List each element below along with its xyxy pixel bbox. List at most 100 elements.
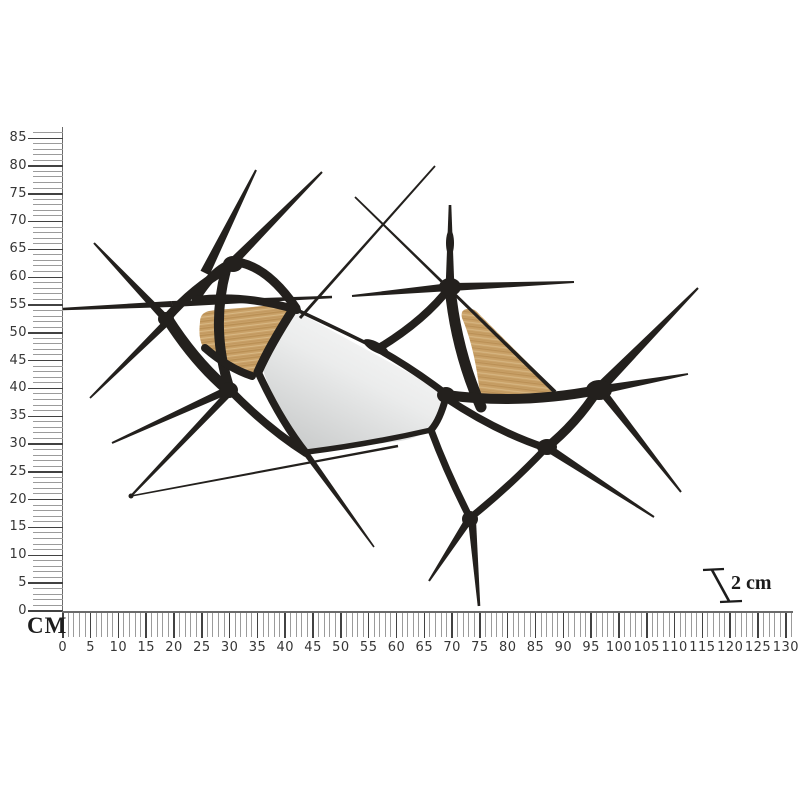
vertical-tick-label: 10 <box>9 547 27 563</box>
horizontal-tick <box>418 613 420 637</box>
vertical-tick <box>33 170 63 172</box>
horizontal-tick-label: 90 <box>554 640 573 655</box>
vertical-tick <box>33 287 63 289</box>
horizontal-tick <box>312 613 314 638</box>
horizontal-tick <box>173 613 175 638</box>
horizontal-tick <box>151 613 153 637</box>
horizontal-tick-label: 5 <box>86 640 95 655</box>
horizontal-tick <box>596 613 598 637</box>
vertical-tick <box>28 276 63 278</box>
horizontal-tick <box>273 613 275 637</box>
vertical-tick <box>33 476 63 478</box>
horizontal-tick <box>117 613 120 638</box>
vertical-tick <box>33 371 63 373</box>
horizontal-tick-label: 130 <box>772 640 800 655</box>
vertical-tick <box>33 398 63 400</box>
horizontal-tick <box>735 613 737 637</box>
horizontal-tick <box>496 613 498 637</box>
vertical-tick <box>33 588 63 590</box>
vertical-tick <box>33 232 63 234</box>
horizontal-tick <box>785 613 787 638</box>
horizontal-tick <box>379 613 381 637</box>
horizontal-tick <box>763 613 765 637</box>
depth-indicator: 2 cm <box>695 562 800 610</box>
vertical-tick <box>28 220 63 223</box>
vertical-tick-label: 75 <box>9 185 27 201</box>
horizontal-tick <box>223 613 225 637</box>
horizontal-tick-label: 30 <box>220 640 239 655</box>
horizontal-tick <box>357 613 359 637</box>
vertical-tick <box>33 376 63 378</box>
horizontal-tick-label: 0 <box>58 640 68 655</box>
horizontal-tick <box>201 613 203 638</box>
horizontal-tick-label: 15 <box>137 640 155 655</box>
horizontal-tick <box>724 613 726 637</box>
horizontal-tick <box>562 613 565 638</box>
vertical-tick <box>33 543 63 545</box>
vertical-tick-label: 20 <box>9 491 27 507</box>
horizontal-tick-label: 105 <box>633 640 660 655</box>
vertical-tick <box>28 554 63 557</box>
vertical-tick <box>28 610 63 612</box>
vertical-tick <box>33 131 63 133</box>
horizontal-tick <box>295 613 297 637</box>
horizontal-tick-label: 55 <box>359 640 378 655</box>
horizontal-tick <box>490 613 492 637</box>
horizontal-tick <box>557 613 559 637</box>
vertical-tick <box>33 549 63 551</box>
horizontal-tick <box>651 613 653 637</box>
vertical-tick <box>33 599 63 601</box>
horizontal-tick <box>774 613 776 637</box>
horizontal-tick <box>568 613 570 637</box>
vertical-tick <box>28 526 63 529</box>
horizontal-tick <box>129 613 131 637</box>
horizontal-tick-label: 120 <box>717 640 744 655</box>
horizontal-tick <box>318 613 320 637</box>
vertical-tick <box>33 265 63 267</box>
horizontal-tick <box>790 613 792 637</box>
vertical-tick <box>28 137 63 139</box>
vertical-tick <box>33 460 63 462</box>
horizontal-tick <box>362 613 364 637</box>
horizontal-tick-label: 20 <box>165 640 183 655</box>
vertical-tick <box>33 604 63 606</box>
horizontal-tick <box>390 613 392 637</box>
vertical-tick <box>33 437 63 439</box>
vertical-tick <box>33 254 63 256</box>
horizontal-tick-label: 60 <box>387 640 406 655</box>
horizontal-tick <box>707 613 709 637</box>
horizontal-tick-label: 110 <box>661 640 688 655</box>
vertical-tick-label: 30 <box>9 435 27 451</box>
horizontal-tick <box>574 613 575 637</box>
vertical-tick-label: 85 <box>9 130 27 146</box>
vertical-tick <box>33 309 63 311</box>
vertical-tick <box>28 471 63 473</box>
vertical-tick <box>33 560 63 562</box>
horizontal-tick <box>690 613 692 637</box>
vertical-tick <box>28 499 63 501</box>
horizontal-tick <box>62 613 64 638</box>
vertical-tick <box>28 332 63 334</box>
horizontal-tick <box>145 613 147 638</box>
horizontal-tick <box>479 613 481 638</box>
vertical-tick-label: 45 <box>9 352 27 368</box>
horizontal-tick-label: 75 <box>471 640 489 655</box>
horizontal-tick <box>140 613 142 637</box>
horizontal-tick <box>657 613 659 637</box>
horizontal-tick-label: 35 <box>248 640 267 655</box>
horizontal-tick <box>234 613 236 637</box>
vertical-tick <box>33 393 63 395</box>
horizontal-tick <box>429 613 431 637</box>
horizontal-tick <box>701 613 704 638</box>
vertical-tick <box>33 204 63 206</box>
horizontal-tick <box>351 613 353 637</box>
horizontal-tick <box>585 613 587 637</box>
horizontal-tick-label: 45 <box>304 640 322 655</box>
vertical-tick <box>28 415 63 418</box>
horizontal-tick <box>123 613 125 637</box>
vertical-tick <box>33 209 63 211</box>
horizontal-tick <box>212 613 214 637</box>
vertical-tick <box>33 504 63 506</box>
horizontal-ruler-axis <box>62 611 793 613</box>
